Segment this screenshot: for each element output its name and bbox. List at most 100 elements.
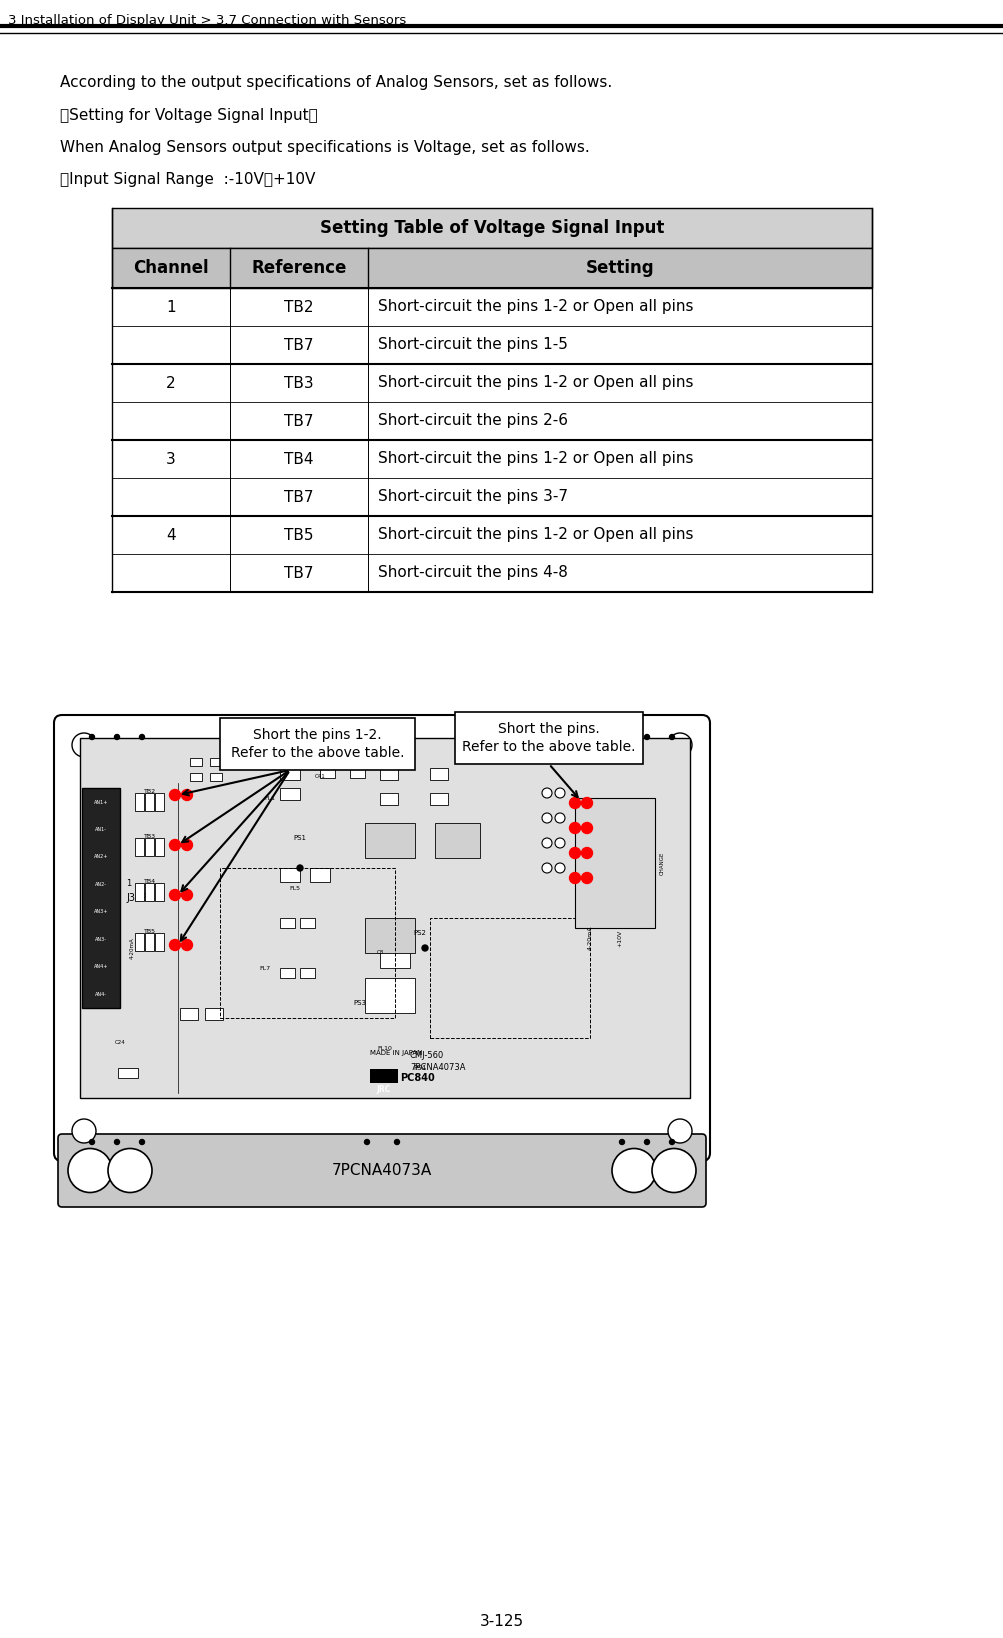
Bar <box>230 758 242 767</box>
Bar <box>112 478 872 516</box>
Text: AN2+: AN2+ <box>93 855 108 860</box>
Circle shape <box>569 873 580 883</box>
Bar <box>80 739 689 1097</box>
Text: Setting Table of Voltage Signal Input: Setting Table of Voltage Signal Input <box>320 219 664 238</box>
Text: According to the output specifications of Analog Sensors, set as follows.: According to the output specifications o… <box>60 75 612 90</box>
Text: MADE IN JAPAN: MADE IN JAPAN <box>370 1050 422 1057</box>
Bar <box>379 768 397 780</box>
Bar <box>300 917 315 929</box>
Bar <box>210 758 222 767</box>
Text: PC840: PC840 <box>399 1073 434 1083</box>
Text: 4: 4 <box>166 527 176 542</box>
Text: TB4: TB4 <box>143 880 155 885</box>
Text: When Analog Sensors output specifications is Voltage, set as follows.: When Analog Sensors output specification… <box>60 139 589 156</box>
Circle shape <box>89 734 94 739</box>
Bar <box>220 717 414 770</box>
Text: FL7: FL7 <box>259 965 270 970</box>
Bar <box>154 793 163 811</box>
Circle shape <box>612 1148 655 1192</box>
Circle shape <box>555 863 565 873</box>
Bar <box>118 1068 137 1078</box>
Text: FL5: FL5 <box>289 886 300 891</box>
Text: TB7: TB7 <box>284 413 313 429</box>
Text: 3-125: 3-125 <box>479 1615 524 1630</box>
Bar <box>154 883 163 901</box>
Text: CHANGE: CHANGE <box>659 852 664 875</box>
Bar <box>144 839 153 857</box>
Circle shape <box>72 732 96 757</box>
Bar <box>300 968 315 978</box>
Text: 1: 1 <box>166 300 176 314</box>
Circle shape <box>394 1140 399 1145</box>
Text: 3: 3 <box>165 452 176 467</box>
Text: FL10: FL10 <box>377 1045 392 1050</box>
Text: PS4: PS4 <box>413 1065 426 1071</box>
Circle shape <box>72 1119 96 1143</box>
Text: C41: C41 <box>314 773 325 778</box>
Text: Short-circuit the pins 2-6: Short-circuit the pins 2-6 <box>377 413 568 429</box>
Text: FL1: FL1 <box>264 796 275 801</box>
Circle shape <box>555 812 565 822</box>
Circle shape <box>182 840 193 850</box>
Text: J342: J342 <box>125 893 147 903</box>
Bar <box>365 917 414 953</box>
Circle shape <box>667 732 691 757</box>
Bar <box>454 713 642 763</box>
Text: Short-circuit the pins 1-2 or Open all pins: Short-circuit the pins 1-2 or Open all p… <box>377 527 693 542</box>
Text: Short the pins 1-2.
Refer to the above table.: Short the pins 1-2. Refer to the above t… <box>231 727 404 760</box>
Bar <box>154 934 163 952</box>
Circle shape <box>182 790 193 801</box>
Text: AN1-: AN1- <box>95 827 107 832</box>
Circle shape <box>89 1140 94 1145</box>
Text: CMJ-560: CMJ-560 <box>409 1052 443 1060</box>
Circle shape <box>170 889 181 901</box>
Text: TB2: TB2 <box>143 790 155 794</box>
Bar <box>379 793 397 804</box>
Bar <box>112 247 872 288</box>
Text: TB2: TB2 <box>284 300 313 314</box>
Circle shape <box>542 788 552 798</box>
Circle shape <box>569 822 580 834</box>
Text: Channel: Channel <box>133 259 209 277</box>
Text: ・Input Signal Range  :-10V～+10V: ・Input Signal Range :-10V～+10V <box>60 172 315 187</box>
Bar <box>429 768 447 780</box>
Circle shape <box>364 1140 369 1145</box>
Text: 7PCNA4073A: 7PCNA4073A <box>332 1163 431 1178</box>
Bar <box>112 208 872 247</box>
Text: C42: C42 <box>314 760 325 765</box>
Bar <box>310 868 330 881</box>
Circle shape <box>669 734 674 739</box>
Text: TB5: TB5 <box>143 929 155 934</box>
Bar <box>82 788 120 1007</box>
Text: 4-20mA: 4-20mA <box>587 925 592 950</box>
Circle shape <box>170 840 181 850</box>
Bar <box>112 326 872 364</box>
Bar <box>112 288 872 326</box>
Circle shape <box>421 945 427 952</box>
Text: TB7: TB7 <box>284 490 313 505</box>
Text: PS3: PS3 <box>353 1001 366 1006</box>
Circle shape <box>170 790 181 801</box>
FancyBboxPatch shape <box>58 1133 705 1207</box>
Circle shape <box>139 734 144 739</box>
Bar <box>112 516 872 554</box>
Circle shape <box>182 940 193 950</box>
Text: 「Setting for Voltage Signal Input」: 「Setting for Voltage Signal Input」 <box>60 108 317 123</box>
Bar <box>205 1007 223 1020</box>
Bar <box>154 839 163 857</box>
Circle shape <box>667 1119 691 1143</box>
Text: Short-circuit the pins 1-2 or Open all pins: Short-circuit the pins 1-2 or Open all p… <box>377 452 693 467</box>
Bar <box>365 822 414 858</box>
Text: Setting: Setting <box>585 259 654 277</box>
Text: AN4+: AN4+ <box>93 965 108 970</box>
Circle shape <box>644 1140 649 1145</box>
Text: Reference: Reference <box>251 259 346 277</box>
Bar <box>320 768 335 778</box>
Circle shape <box>555 788 565 798</box>
Text: Short-circuit the pins 1-5: Short-circuit the pins 1-5 <box>377 337 568 352</box>
Bar <box>144 934 153 952</box>
Text: JRC: JRC <box>376 1086 391 1094</box>
Bar <box>280 868 300 881</box>
Circle shape <box>114 1140 119 1145</box>
Text: AN4-: AN4- <box>95 991 107 996</box>
